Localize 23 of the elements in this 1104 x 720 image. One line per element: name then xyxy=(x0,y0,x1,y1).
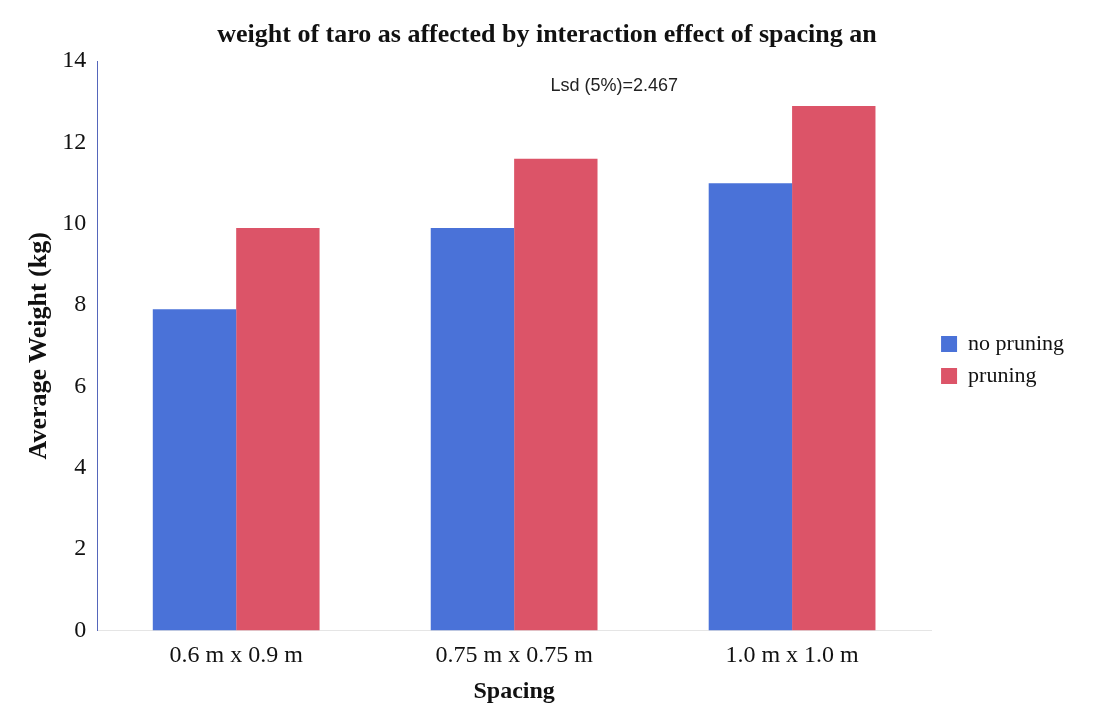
y-tick-label: 0 xyxy=(74,615,87,642)
annotation: Lsd (5%)=2.467 xyxy=(550,75,678,96)
y-tick-label: 4 xyxy=(74,453,87,480)
legend-label: pruning xyxy=(968,361,1037,387)
y-tick-label: 6 xyxy=(74,371,87,398)
y-tick-label: 14 xyxy=(62,46,87,73)
chart-title: weight of taro as affected by interaction effect of spacing an xyxy=(217,19,878,49)
y-axis-title: Average Weight (kg) xyxy=(23,232,53,460)
x-tick-label: 1.0 m x 1.0 m xyxy=(725,641,860,668)
y-tick-label: 8 xyxy=(74,290,87,317)
x-tick-label: 0.75 m x 0.75 m xyxy=(435,641,594,668)
legend-label: no pruning xyxy=(968,329,1065,355)
bar xyxy=(236,227,320,631)
y-tick-label: 10 xyxy=(62,209,87,236)
y-tick-label: 12 xyxy=(62,127,87,154)
bar xyxy=(152,309,237,631)
bar xyxy=(792,105,876,631)
bar xyxy=(430,227,515,631)
bar xyxy=(708,183,793,631)
x-tick-label: 0.6 m x 0.9 m xyxy=(169,641,304,668)
y-tick-label: 2 xyxy=(74,534,87,561)
x-axis-title: Spacing xyxy=(473,676,555,703)
bar xyxy=(514,158,598,631)
